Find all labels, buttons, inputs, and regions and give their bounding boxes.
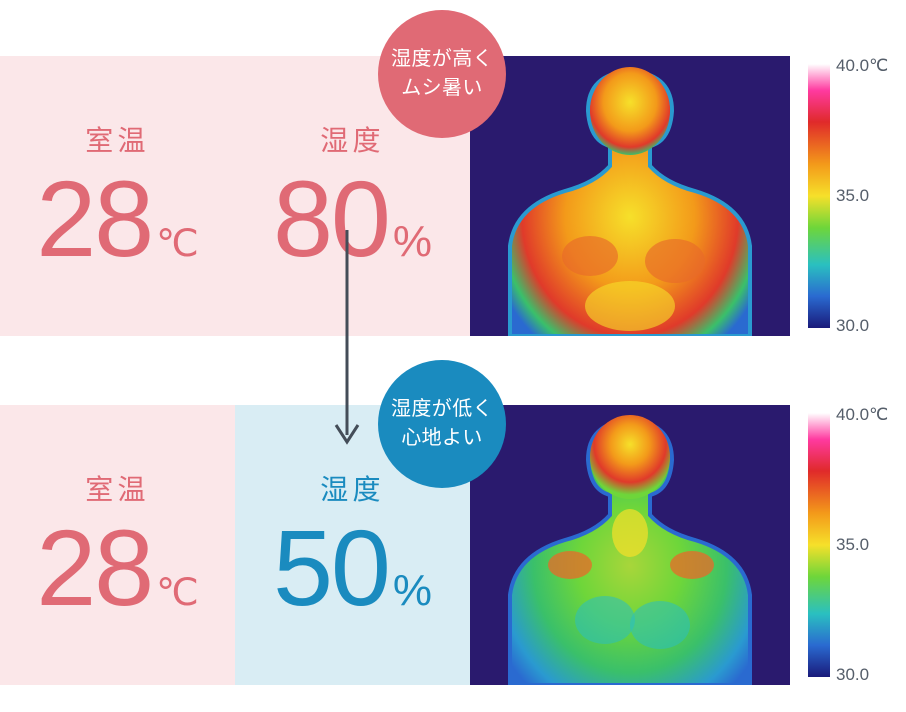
scale-min-label: 30.0 xyxy=(836,316,869,336)
humidity-label: 湿度 xyxy=(320,468,384,508)
scale-mid-label: 35.0 xyxy=(836,535,869,555)
color-scale-bottom: 40.0℃ 35.0 30.0 xyxy=(800,405,895,685)
badge-high-humidity: 湿度が高く ムシ暑い xyxy=(378,10,506,138)
humidity-value: 50 % xyxy=(273,514,432,622)
scale-max-label: 40.0℃ xyxy=(836,56,888,76)
humidity-label: 湿度 xyxy=(320,119,384,159)
badge-line2: ムシ暑い xyxy=(401,74,483,103)
badge-low-humidity: 湿度が低く 心地よい xyxy=(378,360,506,488)
room-temp-label: 室温 xyxy=(85,468,149,508)
room-temp-value: 28 ℃ xyxy=(36,514,199,622)
room-temp-box-bottom: 室温 28 ℃ xyxy=(0,405,235,685)
room-temp-box-top: 室温 28 ℃ xyxy=(0,56,235,336)
room-temp-value: 28 ℃ xyxy=(36,165,199,273)
thermal-image-hot xyxy=(470,56,790,336)
badge-line2: 心地よい xyxy=(401,424,483,453)
scale-min-label: 30.0 xyxy=(836,665,869,685)
thermal-image-cool xyxy=(470,405,790,685)
down-arrow-icon xyxy=(332,230,362,450)
badge-line1: 湿度が低く xyxy=(391,395,493,424)
badge-line1: 湿度が高く xyxy=(391,45,493,74)
color-scale-top: 40.0℃ 35.0 30.0 xyxy=(800,56,895,336)
scale-max-label: 40.0℃ xyxy=(836,405,888,425)
scale-mid-label: 35.0 xyxy=(836,186,869,206)
room-temp-label: 室温 xyxy=(85,119,149,159)
